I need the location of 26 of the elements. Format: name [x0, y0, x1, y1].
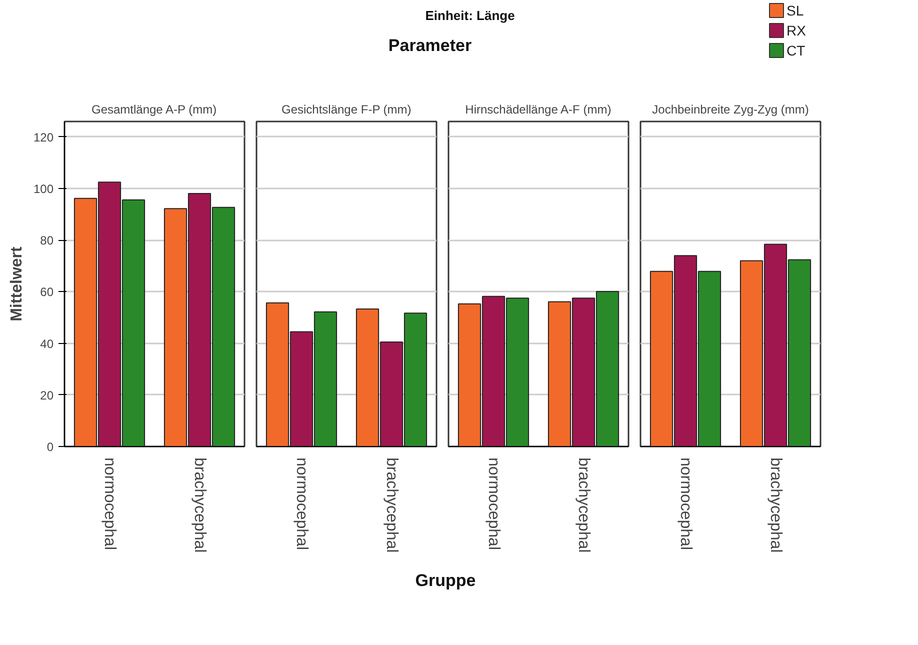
x-tick-label: brachycephal — [383, 458, 400, 553]
text: Gruppe — [415, 571, 476, 590]
x-tick-label: normocephal — [485, 458, 502, 550]
y-tick-label: 40 — [40, 336, 54, 351]
x-tick-label: normocephal — [293, 458, 310, 550]
chart-title: Gesichtslänge F-P (mm) — [281, 102, 412, 116]
x-tick-label: brachycephal — [767, 458, 784, 553]
legend-label: RX — [786, 22, 807, 38]
text: Parameter — [388, 36, 472, 55]
text: Einheit: Länge — [425, 8, 515, 23]
legend-label: CT — [786, 42, 806, 58]
y-tick-label: 60 — [40, 285, 54, 300]
x-tick-label: normocephal — [101, 458, 118, 550]
chart-title: Gesamtlänge A-P (mm) — [91, 102, 217, 116]
y-tick-label: 0 — [46, 440, 54, 454]
y-tick-label: 120 — [33, 130, 54, 144]
legend-label: SL — [786, 2, 804, 18]
x-tick-label: brachycephal — [191, 458, 208, 553]
y-tick-label: 80 — [40, 234, 54, 248]
x-tick-label: normocephal — [677, 458, 694, 550]
y-tick-label: 20 — [40, 388, 54, 402]
x-tick-label: brachycephal — [575, 458, 592, 553]
chart-title: Hirnschädellänge A-F (mm) — [465, 102, 612, 116]
chart-title: Jochbeinbreite Zyg-Zyg (mm) — [652, 102, 809, 116]
y-axis-title: Mittelwert — [8, 246, 26, 322]
y-tick-label: 100 — [33, 182, 54, 196]
